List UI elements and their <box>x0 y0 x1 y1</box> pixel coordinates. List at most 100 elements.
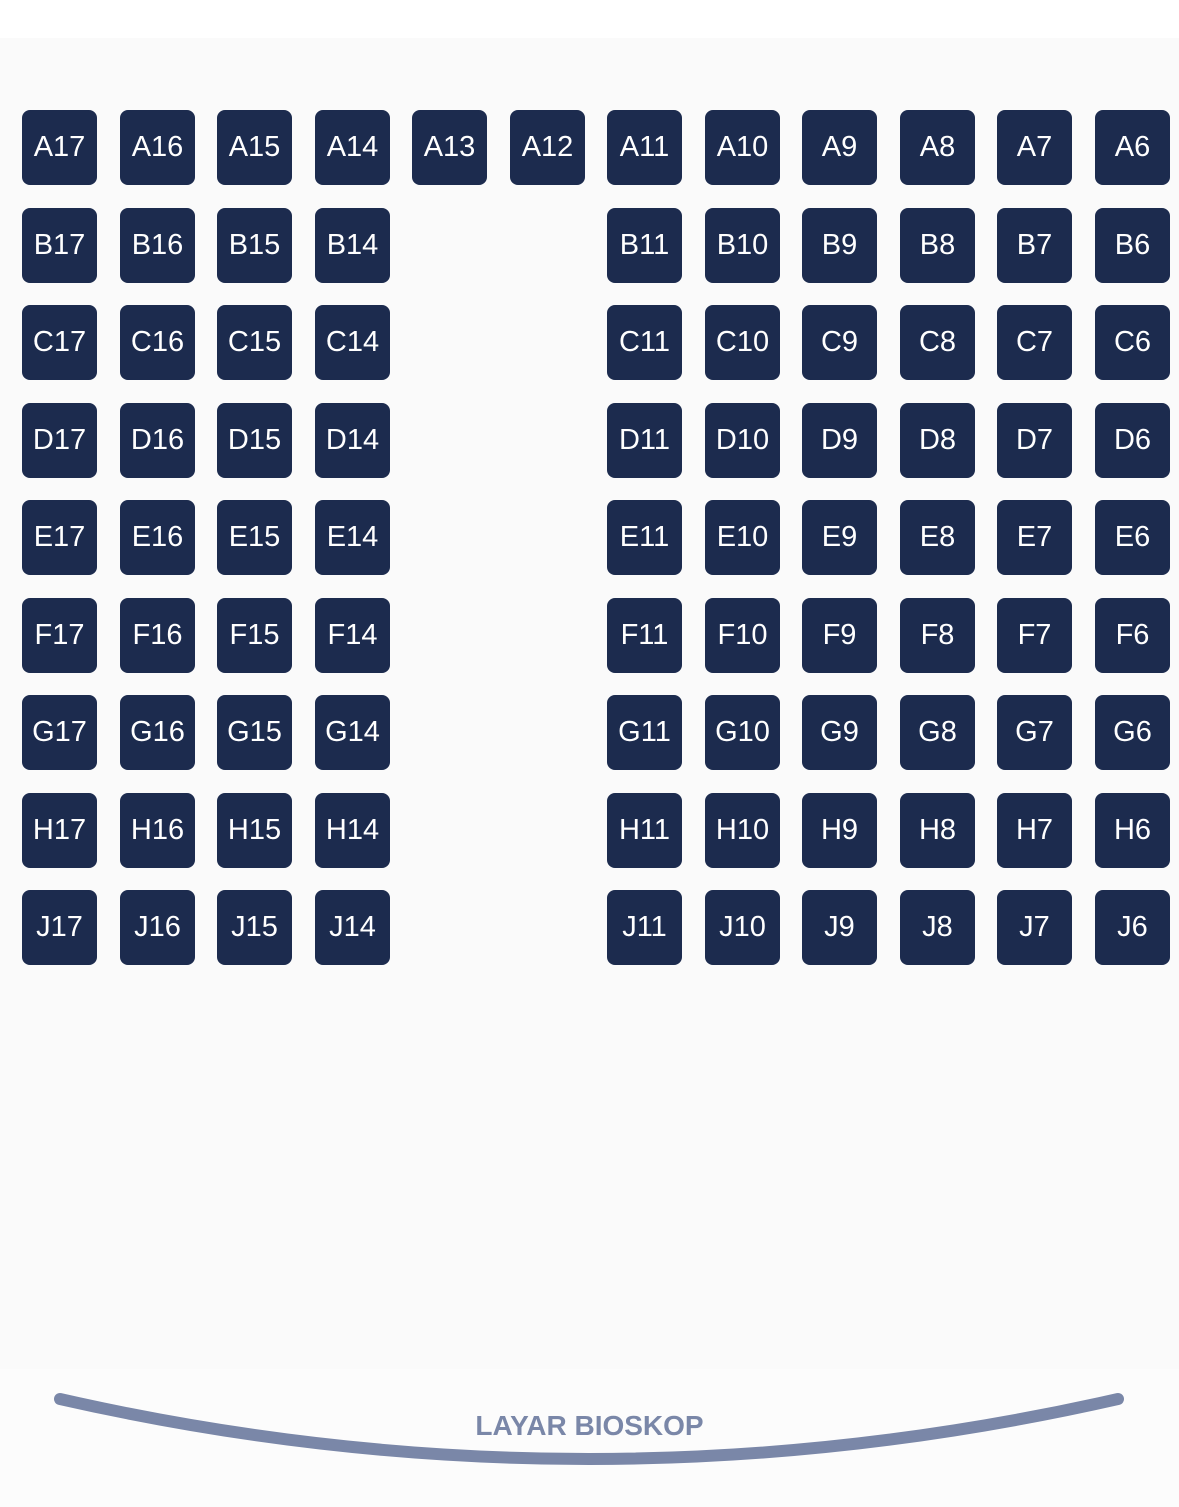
seat-c10[interactable]: C10 <box>705 305 780 380</box>
seat-row-f: F17 F16 F15 F14 F11 F10 F9 F8 F7 F6 <box>0 598 1179 673</box>
seat-c14[interactable]: C14 <box>315 305 390 380</box>
seat-f14[interactable]: F14 <box>315 598 390 673</box>
seat-f10[interactable]: F10 <box>705 598 780 673</box>
seat-d16[interactable]: D16 <box>120 403 195 478</box>
seat-b6[interactable]: B6 <box>1095 208 1170 283</box>
seat-f11[interactable]: F11 <box>607 598 682 673</box>
seat-a9[interactable]: A9 <box>802 110 877 185</box>
seat-h9[interactable]: H9 <box>802 793 877 868</box>
seat-e8[interactable]: E8 <box>900 500 975 575</box>
seat-e9[interactable]: E9 <box>802 500 877 575</box>
seat-e6[interactable]: E6 <box>1095 500 1170 575</box>
seat-g17[interactable]: G17 <box>22 695 97 770</box>
seat-h7[interactable]: H7 <box>997 793 1072 868</box>
seat-h15[interactable]: H15 <box>217 793 292 868</box>
seat-g10[interactable]: G10 <box>705 695 780 770</box>
seat-b14[interactable]: B14 <box>315 208 390 283</box>
seat-a14[interactable]: A14 <box>315 110 390 185</box>
seat-f15[interactable]: F15 <box>217 598 292 673</box>
seat-row-e: E17 E16 E15 E14 E11 E10 E9 E8 E7 E6 <box>0 500 1179 575</box>
seat-a8[interactable]: A8 <box>900 110 975 185</box>
seat-row-c: C17 C16 C15 C14 C11 C10 C9 C8 C7 C6 <box>0 305 1179 380</box>
seat-b16[interactable]: B16 <box>120 208 195 283</box>
seat-j7[interactable]: J7 <box>997 890 1072 965</box>
seat-g9[interactable]: G9 <box>802 695 877 770</box>
seat-c11[interactable]: C11 <box>607 305 682 380</box>
seat-j15[interactable]: J15 <box>217 890 292 965</box>
seat-a11[interactable]: A11 <box>607 110 682 185</box>
seat-h14[interactable]: H14 <box>315 793 390 868</box>
seat-j14[interactable]: J14 <box>315 890 390 965</box>
seat-f9[interactable]: F9 <box>802 598 877 673</box>
seat-j9[interactable]: J9 <box>802 890 877 965</box>
seat-c9[interactable]: C9 <box>802 305 877 380</box>
seat-j8[interactable]: J8 <box>900 890 975 965</box>
seat-f7[interactable]: F7 <box>997 598 1072 673</box>
seat-a16[interactable]: A16 <box>120 110 195 185</box>
seat-d14[interactable]: D14 <box>315 403 390 478</box>
seat-f8[interactable]: F8 <box>900 598 975 673</box>
seat-a13[interactable]: A13 <box>412 110 487 185</box>
seat-h6[interactable]: H6 <box>1095 793 1170 868</box>
seat-d17[interactable]: D17 <box>22 403 97 478</box>
seat-d7[interactable]: D7 <box>997 403 1072 478</box>
seat-d10[interactable]: D10 <box>705 403 780 478</box>
seat-row-d: D17 D16 D15 D14 D11 D10 D9 D8 D7 D6 <box>0 403 1179 478</box>
seat-b10[interactable]: B10 <box>705 208 780 283</box>
seat-b9[interactable]: B9 <box>802 208 877 283</box>
seat-c17[interactable]: C17 <box>22 305 97 380</box>
seat-h17[interactable]: H17 <box>22 793 97 868</box>
seat-d8[interactable]: D8 <box>900 403 975 478</box>
seat-h10[interactable]: H10 <box>705 793 780 868</box>
seat-c15[interactable]: C15 <box>217 305 292 380</box>
seat-row-b: B17 B16 B15 B14 B11 B10 B9 B8 B7 B6 <box>0 208 1179 283</box>
seat-a10[interactable]: A10 <box>705 110 780 185</box>
seat-a17[interactable]: A17 <box>22 110 97 185</box>
seat-g8[interactable]: G8 <box>900 695 975 770</box>
seat-c16[interactable]: C16 <box>120 305 195 380</box>
seat-h16[interactable]: H16 <box>120 793 195 868</box>
seat-e15[interactable]: E15 <box>217 500 292 575</box>
seat-g15[interactable]: G15 <box>217 695 292 770</box>
seat-j16[interactable]: J16 <box>120 890 195 965</box>
seat-e17[interactable]: E17 <box>22 500 97 575</box>
seat-g6[interactable]: G6 <box>1095 695 1170 770</box>
seat-b15[interactable]: B15 <box>217 208 292 283</box>
seat-j17[interactable]: J17 <box>22 890 97 965</box>
seat-a7[interactable]: A7 <box>997 110 1072 185</box>
seat-d15[interactable]: D15 <box>217 403 292 478</box>
seat-e11[interactable]: E11 <box>607 500 682 575</box>
seat-g11[interactable]: G11 <box>607 695 682 770</box>
seat-j11[interactable]: J11 <box>607 890 682 965</box>
seat-a6[interactable]: A6 <box>1095 110 1170 185</box>
seat-b7[interactable]: B7 <box>997 208 1072 283</box>
seat-d9[interactable]: D9 <box>802 403 877 478</box>
seat-row-a: A17 A16 A15 A14 A13 A12 A11 A10 A9 A8 A7 A6 <box>0 110 1179 185</box>
seat-f16[interactable]: F16 <box>120 598 195 673</box>
seat-h11[interactable]: H11 <box>607 793 682 868</box>
seat-e14[interactable]: E14 <box>315 500 390 575</box>
seat-c7[interactable]: C7 <box>997 305 1072 380</box>
seat-f6[interactable]: F6 <box>1095 598 1170 673</box>
seat-e16[interactable]: E16 <box>120 500 195 575</box>
seat-f17[interactable]: F17 <box>22 598 97 673</box>
seat-g14[interactable]: G14 <box>315 695 390 770</box>
seat-a15[interactable]: A15 <box>217 110 292 185</box>
seat-c8[interactable]: C8 <box>900 305 975 380</box>
seat-b11[interactable]: B11 <box>607 208 682 283</box>
seat-g16[interactable]: G16 <box>120 695 195 770</box>
seat-g7[interactable]: G7 <box>997 695 1072 770</box>
seat-d11[interactable]: D11 <box>607 403 682 478</box>
seat-c6[interactable]: C6 <box>1095 305 1170 380</box>
seat-j10[interactable]: J10 <box>705 890 780 965</box>
seat-e7[interactable]: E7 <box>997 500 1072 575</box>
seat-j6[interactable]: J6 <box>1095 890 1170 965</box>
seat-e10[interactable]: E10 <box>705 500 780 575</box>
seat-row-g: G17 G16 G15 G14 G11 G10 G9 G8 G7 G6 <box>0 695 1179 770</box>
seat-a12[interactable]: A12 <box>510 110 585 185</box>
seat-b8[interactable]: B8 <box>900 208 975 283</box>
seat-map: A17 A16 A15 A14 A13 A12 A11 A10 A9 A8 A7 A6 B17 B16 B1… <box>0 38 1179 1369</box>
seat-b17[interactable]: B17 <box>22 208 97 283</box>
seat-d6[interactable]: D6 <box>1095 403 1170 478</box>
seat-h8[interactable]: H8 <box>900 793 975 868</box>
